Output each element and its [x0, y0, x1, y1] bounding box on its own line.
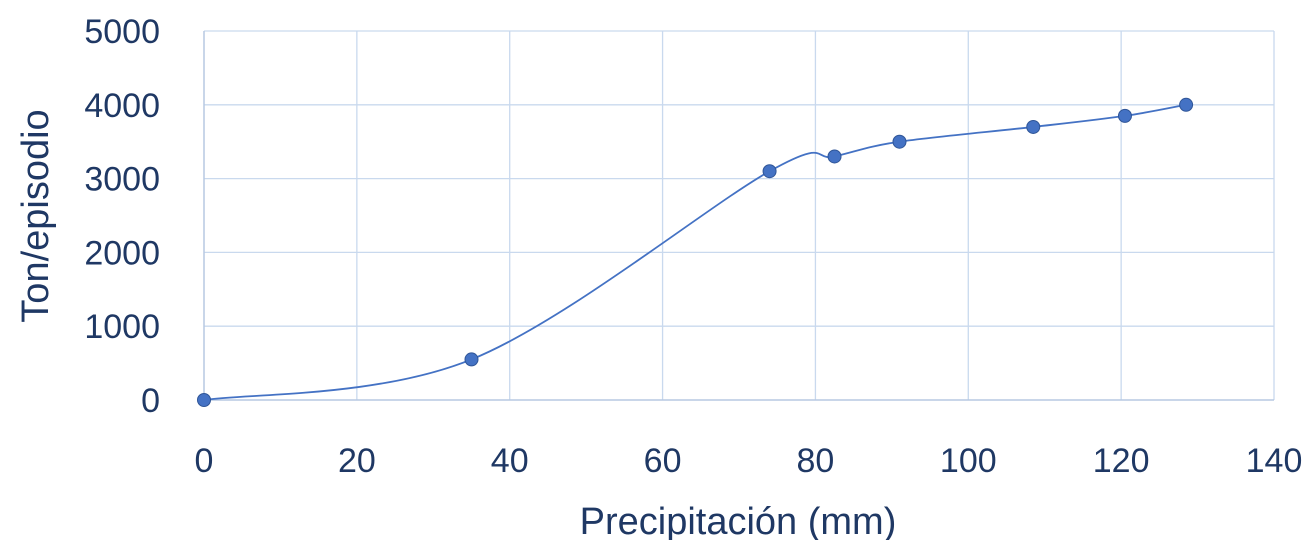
y-tick-label: 2000	[84, 234, 160, 272]
data-point	[762, 164, 777, 179]
y-axis-tick-labels: 0 1000 2000 3000 4000 5000	[84, 13, 160, 420]
data-point	[1117, 108, 1132, 123]
markers-layer	[197, 97, 1194, 407]
y-tick-label: 0	[141, 382, 160, 420]
x-tick-label: 100	[940, 442, 997, 480]
x-axis-tick-labels: 0 20 40 60 80 100 120 140	[195, 442, 1303, 480]
x-tick-label: 140	[1246, 442, 1303, 480]
data-point	[464, 352, 479, 367]
y-tick-label: 4000	[84, 87, 160, 125]
x-tick-label: 20	[338, 442, 376, 480]
grid	[204, 30, 1275, 400]
x-tick-label: 60	[644, 442, 682, 480]
data-point	[1179, 97, 1194, 112]
x-tick-label: 120	[1093, 442, 1150, 480]
x-tick-label: 40	[491, 442, 529, 480]
y-tick-label: 3000	[84, 161, 160, 199]
data-point	[197, 393, 211, 407]
x-axis-title: Precipitación (mm)	[580, 501, 897, 540]
x-tick-label: 0	[195, 442, 214, 480]
data-point	[827, 149, 842, 164]
x-tick-label: 80	[797, 442, 835, 480]
y-tick-label: 1000	[84, 308, 160, 346]
data-point	[1026, 119, 1041, 134]
series-layer	[203, 103, 1187, 401]
data-point	[892, 134, 907, 149]
series-line	[203, 103, 1187, 401]
y-tick-label: 5000	[84, 13, 160, 51]
axes	[203, 31, 1274, 401]
y-axis-title: Ton/episodio	[15, 109, 57, 322]
